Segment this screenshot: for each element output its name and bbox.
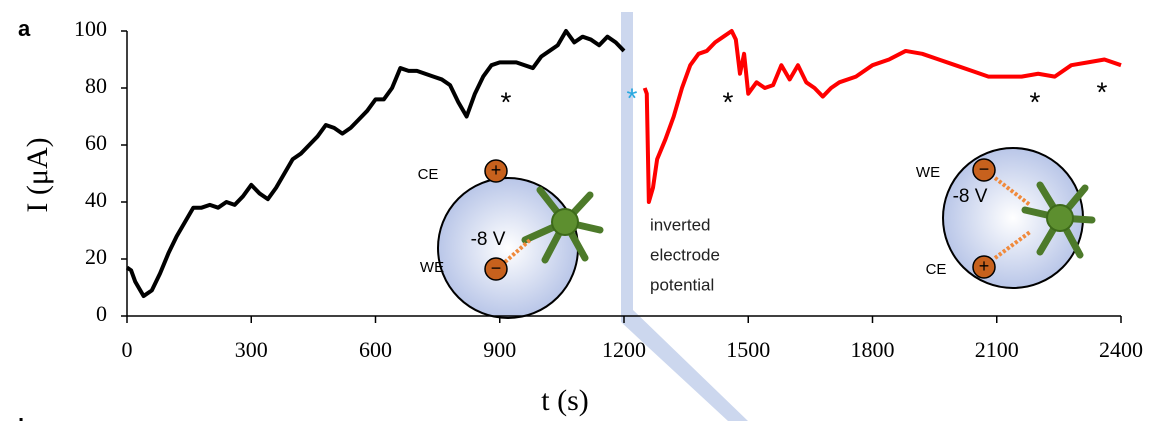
annotation-line: electrode (650, 245, 720, 264)
electrode-label: CE (926, 261, 947, 278)
sign: − (491, 258, 502, 278)
y-tick-label: 20 (85, 244, 107, 269)
marker: * (723, 86, 734, 117)
x-tick-label: 300 (235, 337, 268, 362)
y-tick-label: 100 (74, 16, 107, 41)
sign: + (979, 256, 990, 276)
sign: − (979, 159, 990, 179)
soma (1047, 205, 1073, 231)
y-tick-label: 40 (85, 187, 107, 212)
electrode-label: WE (916, 164, 940, 181)
panel-label: b (18, 414, 31, 421)
marker: * (1097, 76, 1108, 107)
markers: * * * * * (501, 76, 1108, 117)
x-tick-label: 1200 (602, 337, 646, 362)
x-tick-label: 1500 (726, 337, 770, 362)
x-tick-label: 900 (483, 337, 516, 362)
x-tick-label: 2400 (1099, 337, 1143, 362)
voltage: -8 V (953, 186, 988, 207)
x-tick-label: 2100 (975, 337, 1019, 362)
marker: * (1030, 86, 1041, 117)
y-tick-label: 60 (85, 130, 107, 155)
marker: * (627, 82, 638, 113)
x-tick-label: 600 (359, 337, 392, 362)
electrode-label: CE (418, 166, 439, 183)
x-tick-label: 1800 (851, 337, 895, 362)
x-axis-label: t (s) (541, 384, 589, 417)
x-tick-label: 0 (122, 337, 133, 362)
inset-right: − + WE CE -8 V (916, 148, 1092, 288)
sign: + (491, 160, 502, 180)
marker: * (501, 86, 512, 117)
annotation-line: potential (650, 275, 714, 294)
y-axis-label: I (μA) (21, 137, 54, 212)
y-tick-label: 0 (96, 301, 107, 326)
panel-label: a (18, 16, 31, 41)
dish (438, 178, 578, 318)
annotation-line: inverted (650, 215, 710, 234)
voltage: -8 V (471, 229, 506, 250)
electrode-label: WE (420, 259, 444, 276)
inset-left: + − CE WE -8 V (418, 160, 600, 318)
annotation: inverted electrode potential (650, 215, 720, 294)
soma (552, 209, 578, 235)
figure: a b I (μA) t (s) + − CE WE -8 V − + WE C… (0, 0, 1153, 421)
y-tick-label: 80 (85, 73, 107, 98)
